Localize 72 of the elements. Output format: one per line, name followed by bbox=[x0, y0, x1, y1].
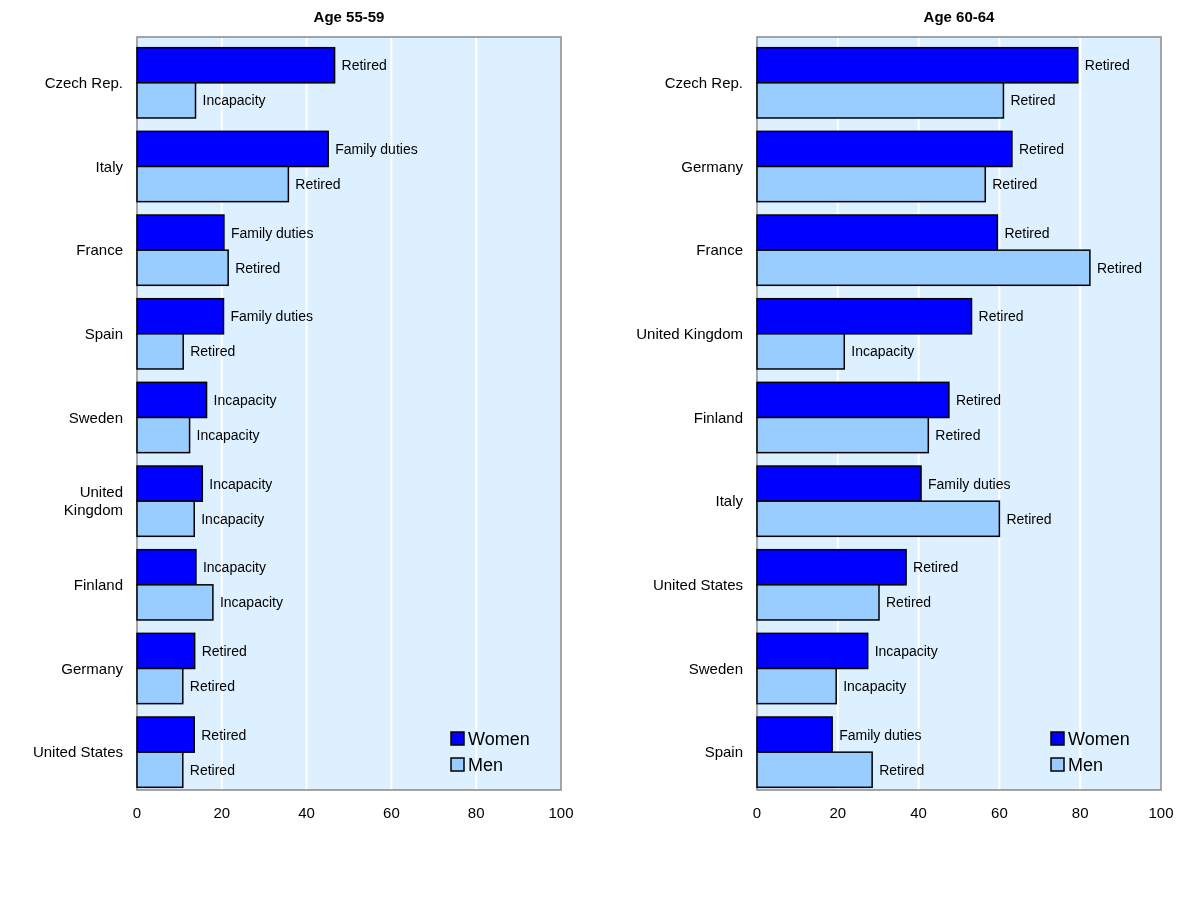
data-label: Retired bbox=[886, 594, 932, 611]
data-label: Retired bbox=[1084, 57, 1130, 74]
data-label: Retired bbox=[189, 761, 235, 778]
y-tick-label: Sweden bbox=[68, 408, 123, 426]
y-tick-label: Czech Rep. bbox=[44, 73, 123, 91]
data-label: Retired bbox=[201, 642, 247, 659]
data-label: Family duties bbox=[928, 475, 1011, 492]
y-tick-label: Germany bbox=[681, 157, 744, 175]
data-label: Incapacity bbox=[202, 559, 266, 576]
y-tick-label: Finland bbox=[693, 408, 743, 426]
legend-label: Women bbox=[468, 729, 530, 749]
data-label: Retired bbox=[235, 259, 281, 276]
x-tick-label: 40 bbox=[910, 804, 927, 821]
y-tick-label: United Kingdom bbox=[63, 483, 123, 519]
y-tick-label: Spain bbox=[84, 324, 123, 342]
x-tick-label: 40 bbox=[298, 804, 315, 821]
y-tick-label: Italy bbox=[95, 157, 124, 175]
data-label: Retired bbox=[190, 343, 236, 360]
y-tick-label: France bbox=[696, 241, 743, 259]
y-tick-label: Sweden bbox=[688, 659, 743, 677]
data-label: Retired bbox=[1004, 224, 1050, 241]
data-label: Family duties bbox=[839, 726, 922, 743]
data-label: Retired bbox=[1096, 259, 1143, 276]
data-label: Retired bbox=[1010, 92, 1056, 109]
x-tick-label: 100 bbox=[548, 804, 574, 821]
y-tick-label: Germany bbox=[61, 659, 124, 677]
data-label: Family duties bbox=[230, 224, 314, 241]
data-label: Retired bbox=[992, 176, 1038, 193]
data-label: Retired bbox=[189, 678, 235, 695]
x-tick-label: 0 bbox=[132, 804, 142, 821]
x-tick-label: 0 bbox=[752, 804, 762, 821]
data-label: Retired bbox=[913, 559, 959, 576]
legend-label: Men bbox=[468, 755, 504, 775]
data-label: Incapacity bbox=[202, 92, 266, 109]
y-tick-label: Czech Rep. bbox=[664, 73, 743, 91]
y-tick-label: United States bbox=[32, 743, 123, 761]
data-label: Incapacity bbox=[843, 678, 907, 695]
data-label: Retired bbox=[201, 726, 247, 743]
data-label: Retired bbox=[879, 761, 925, 778]
data-label: Incapacity bbox=[209, 475, 273, 492]
legend-label: Men bbox=[1068, 755, 1104, 775]
data-label: Retired bbox=[955, 391, 1002, 408]
chart-title: Age 55-59 bbox=[313, 8, 385, 25]
data-label: Incapacity bbox=[213, 391, 277, 408]
data-label: Incapacity bbox=[851, 343, 915, 360]
y-tick-label: Italy bbox=[715, 492, 744, 510]
x-tick-label: 80 bbox=[1071, 804, 1089, 821]
y-tick-label: United States bbox=[652, 575, 743, 593]
x-tick-label: 20 bbox=[213, 804, 231, 821]
data-label: Incapacity bbox=[874, 642, 938, 659]
chart-title: Age 60-64 bbox=[923, 8, 996, 25]
y-tick-label: Finland bbox=[73, 575, 123, 593]
x-tick-label: 20 bbox=[829, 804, 847, 821]
data-label: Retired bbox=[1006, 510, 1052, 527]
data-label: Incapacity bbox=[201, 510, 265, 527]
data-label: Retired bbox=[978, 308, 1024, 325]
data-label: Family duties bbox=[335, 140, 418, 157]
x-tick-label: 60 bbox=[383, 804, 400, 821]
y-tick-label: United Kingdom bbox=[636, 324, 743, 342]
legend-label: Women bbox=[1068, 729, 1130, 749]
data-label: Retired bbox=[935, 427, 981, 444]
data-label: Retired bbox=[295, 176, 341, 193]
data-label: Family duties bbox=[230, 308, 313, 325]
y-tick-label: France bbox=[76, 241, 123, 259]
data-label: Retired bbox=[1018, 140, 1065, 157]
y-tick-label: Spain bbox=[704, 743, 743, 761]
x-tick-label: 80 bbox=[467, 804, 485, 821]
data-label: Retired bbox=[341, 57, 387, 74]
x-tick-label: 60 bbox=[991, 804, 1008, 821]
x-tick-label: 100 bbox=[1148, 804, 1174, 821]
data-label: Incapacity bbox=[196, 427, 260, 444]
data-label: Incapacity bbox=[219, 594, 283, 611]
